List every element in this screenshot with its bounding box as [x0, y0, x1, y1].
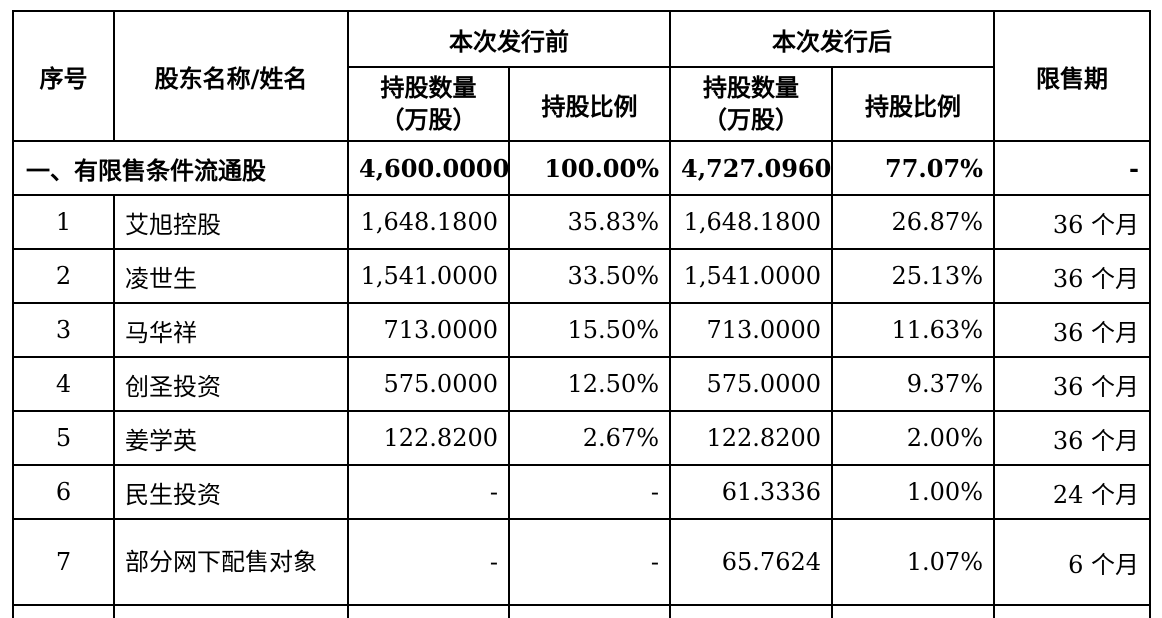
- header-after-ratio: 持股比例: [831, 66, 995, 142]
- table-row: 4 创圣投资 575.0000 12.50% 575.0000 9.37% 36…: [12, 356, 1151, 412]
- cell-after-shares: 1,648.1800: [669, 194, 833, 250]
- cell-before-shares: 1,541.0000: [347, 248, 510, 304]
- header-lockup: 限售期: [993, 10, 1151, 142]
- cell-lockup: 36 个月: [993, 248, 1151, 304]
- header-shares-line1: 持股数量: [380, 74, 477, 102]
- cell-seq: 5: [12, 410, 115, 466]
- cell-seq: 4: [12, 356, 115, 412]
- cell-lockup: 36 个月: [993, 410, 1151, 466]
- header-row-sub: 持股数量 （万股） 持股比例 持股数量 （万股） 持股比例: [13, 66, 1150, 142]
- cell-empty: [347, 604, 510, 618]
- cell-before-shares: 122.8200: [347, 410, 510, 466]
- cell-name: 民生投资: [113, 464, 349, 520]
- header-shares-line2: （万股）: [380, 106, 477, 134]
- cell-before-shares: 1,648.1800: [347, 194, 510, 250]
- cell-after-shares: 575.0000: [669, 356, 833, 412]
- cell-empty: [113, 604, 349, 618]
- cell-before-ratio: -: [508, 518, 671, 606]
- cell-after-ratio: 9.37%: [831, 356, 995, 412]
- table-row: 7 部分网下配售对象 - - 65.7624 1.07% 6 个月: [12, 518, 1151, 606]
- cell-after-ratio: 11.63%: [831, 302, 995, 358]
- table-row: 1 艾旭控股 1,648.1800 35.83% 1,648.1800 26.8…: [12, 194, 1151, 250]
- cell-before-ratio: 2.67%: [508, 410, 671, 466]
- cell-before-shares: -: [347, 464, 510, 520]
- cell-name: 姜学英: [113, 410, 349, 466]
- cell-lockup: 36 个月: [993, 302, 1151, 358]
- header-name: 股东名称/姓名: [113, 10, 349, 142]
- section-after-ratio: 77.07%: [831, 140, 995, 196]
- section-label: 一、有限售条件流通股: [12, 140, 349, 196]
- table-row: 6 民生投资 - - 61.3336 1.00% 24 个月: [12, 464, 1151, 520]
- section-before-shares: 4,600.0000: [347, 140, 510, 196]
- header-seq: 序号: [12, 10, 115, 142]
- cell-seq: 7: [12, 518, 115, 606]
- table-row-cut: [12, 604, 1151, 618]
- cell-before-shares: -: [347, 518, 510, 606]
- table-row: 3 马华祥 713.0000 15.50% 713.0000 11.63% 36…: [12, 302, 1151, 358]
- cell-name: 创圣投资: [113, 356, 349, 412]
- cell-before-ratio: 15.50%: [508, 302, 671, 358]
- header-after-shares: 持股数量 （万股）: [669, 66, 833, 142]
- cell-after-shares: 122.8200: [669, 410, 833, 466]
- cell-name: 部分网下配售对象: [113, 518, 349, 606]
- cell-lockup: 36 个月: [993, 194, 1151, 250]
- header-row-top: 序号 股东名称/姓名 本次发行前 本次发行后 限售期: [12, 10, 1151, 142]
- section-lockup: -: [993, 140, 1151, 196]
- cell-empty: [993, 604, 1151, 618]
- cell-empty: [669, 604, 833, 618]
- cell-seq: 1: [12, 194, 115, 250]
- cell-before-ratio: -: [508, 464, 671, 520]
- cell-after-ratio: 2.00%: [831, 410, 995, 466]
- cell-after-shares: 1,541.0000: [669, 248, 833, 304]
- cell-lockup: 24 个月: [993, 464, 1151, 520]
- cell-after-ratio: 25.13%: [831, 248, 995, 304]
- cell-before-ratio: 12.50%: [508, 356, 671, 412]
- cell-after-ratio: 26.87%: [831, 194, 995, 250]
- cell-name: 凌世生: [113, 248, 349, 304]
- cell-lockup: 36 个月: [993, 356, 1151, 412]
- cell-after-shares: 713.0000: [669, 302, 833, 358]
- cell-lockup: 6 个月: [993, 518, 1151, 606]
- table-row: 5 姜学英 122.8200 2.67% 122.8200 2.00% 36 个…: [12, 410, 1151, 466]
- cell-after-shares: 61.3336: [669, 464, 833, 520]
- section-before-ratio: 100.00%: [508, 140, 671, 196]
- cell-empty: [831, 604, 995, 618]
- header-before-ratio: 持股比例: [508, 66, 671, 142]
- cell-seq: 2: [12, 248, 115, 304]
- shareholding-table: 序号 股东名称/姓名 本次发行前 本次发行后 限售期 持股数量 （万股） 持股比…: [12, 10, 1151, 618]
- header-shares-line1: 持股数量: [703, 74, 799, 102]
- cell-after-shares: 65.7624: [669, 518, 833, 606]
- cell-before-ratio: 35.83%: [508, 194, 671, 250]
- cell-before-shares: 713.0000: [347, 302, 510, 358]
- cell-empty: [12, 604, 115, 618]
- cell-after-ratio: 1.00%: [831, 464, 995, 520]
- header-before-shares: 持股数量 （万股）: [347, 66, 510, 142]
- table-row: 2 凌世生 1,541.0000 33.50% 1,541.0000 25.13…: [12, 248, 1151, 304]
- cell-empty: [508, 604, 671, 618]
- cell-name: 艾旭控股: [113, 194, 349, 250]
- header-before-group: 本次发行前: [347, 10, 671, 68]
- header-shares-line2: （万股）: [703, 106, 799, 134]
- section-row: 一、有限售条件流通股 4,600.0000 100.00% 4,727.0960…: [12, 140, 1151, 196]
- cell-seq: 6: [12, 464, 115, 520]
- cell-seq: 3: [12, 302, 115, 358]
- cell-after-ratio: 1.07%: [831, 518, 995, 606]
- cell-before-ratio: 33.50%: [508, 248, 671, 304]
- cell-before-shares: 575.0000: [347, 356, 510, 412]
- section-after-shares: 4,727.0960: [669, 140, 833, 196]
- cell-name: 马华祥: [113, 302, 349, 358]
- header-after-group: 本次发行后: [669, 10, 995, 68]
